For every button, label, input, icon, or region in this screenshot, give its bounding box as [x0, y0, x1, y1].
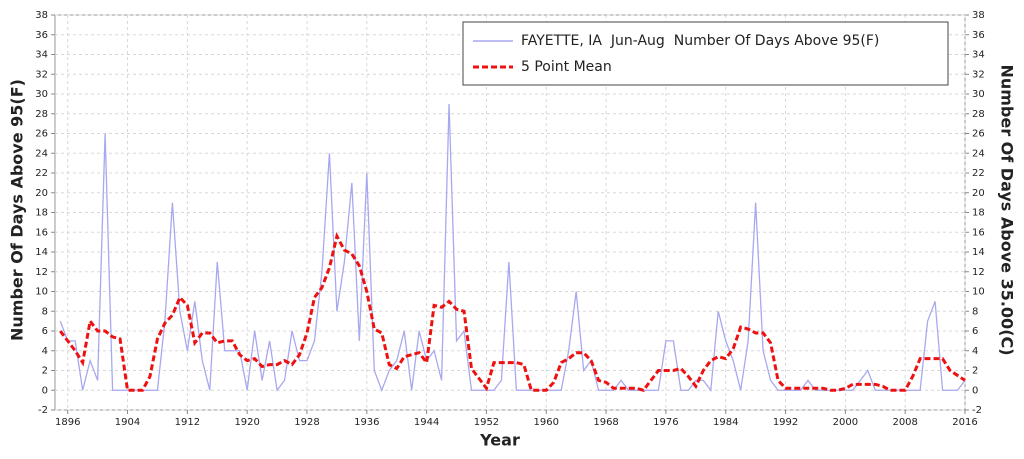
y-tick-label: 2	[42, 366, 48, 377]
y2-tick-label: 26	[972, 129, 985, 140]
y2-tick-label: 12	[972, 267, 985, 278]
x-tick-label: 2016	[952, 417, 977, 428]
y-tick-label: 22	[35, 168, 48, 179]
y2-tick-label: 8	[972, 306, 978, 317]
x-tick-label: 1928	[294, 417, 319, 428]
y-tick-label: 34	[35, 50, 48, 61]
y2-tick-label: 32	[972, 69, 985, 80]
x-tick-label: 2008	[892, 417, 917, 428]
y-tick-label: 24	[35, 148, 48, 159]
x-tick-label: 1920	[234, 417, 259, 428]
y2-tick-label: 18	[972, 208, 985, 219]
x-tick-label: 1936	[354, 417, 379, 428]
x-tick-label: 1912	[175, 417, 200, 428]
y2-tick-label: 30	[972, 89, 985, 100]
x-tick-label: 1968	[593, 417, 618, 428]
y-tick-label: 30	[35, 89, 48, 100]
y-tick-label: 0	[42, 385, 48, 396]
y2-tick-label: 22	[972, 168, 985, 179]
legend-box	[462, 21, 949, 86]
y-tick-label: 16	[35, 227, 48, 238]
y-tick-label: 18	[35, 208, 48, 219]
x-tick-label: 1904	[115, 417, 140, 428]
y2-tick-label: 36	[972, 30, 985, 41]
x-axis-title: Year	[479, 431, 520, 450]
y-tick-label: -2	[38, 405, 48, 416]
y-tick-label: 38	[35, 10, 48, 21]
y-tick-label: 12	[35, 267, 48, 278]
y2-tick-label: 34	[972, 50, 985, 61]
y-tick-label: 8	[42, 306, 48, 317]
y2-tick-label: 38	[972, 10, 985, 21]
x-tick-label: 1984	[713, 417, 738, 428]
y2-tick-label: 10	[972, 287, 985, 298]
x-tick-label: 1952	[474, 417, 499, 428]
y2-tick-label: 24	[972, 148, 985, 159]
y-tick-label: 20	[35, 188, 48, 199]
y-tick-label: 28	[35, 109, 48, 120]
y-tick-label: 14	[35, 247, 48, 258]
x-tick-label: 1960	[534, 417, 559, 428]
y2-tick-label: 28	[972, 109, 985, 120]
y2-tick-label: -2	[972, 405, 982, 416]
series-line	[59, 232, 966, 392]
y2-tick-label: 20	[972, 188, 985, 199]
y-tick-label: 6	[42, 326, 48, 337]
y-tick-label: 26	[35, 129, 48, 140]
y2-tick-label: 4	[972, 346, 978, 357]
y2-tick-label: 0	[972, 385, 978, 396]
y-tick-label: 36	[35, 30, 48, 41]
legend-label: FAYETTE, IA Jun-Aug Number Of Days Above…	[521, 33, 879, 49]
y2-tick-label: 16	[972, 227, 985, 238]
x-tick-label: 1896	[55, 417, 80, 428]
y2-tick-label: 6	[972, 326, 978, 337]
legend-label: 5 Point Mean	[521, 59, 612, 75]
x-tick-label: 2000	[833, 417, 858, 428]
y2-tick-label: 14	[972, 247, 985, 258]
x-tick-label: 1992	[773, 417, 798, 428]
y-tick-label: 32	[35, 69, 48, 80]
y2-axis-title: Number Of Days Above 35.00(C)	[998, 64, 1017, 355]
x-tick-label: 1944	[414, 417, 439, 428]
y2-tick-label: 2	[972, 366, 978, 377]
y-axis-title: Number Of Days Above 95(F)	[8, 79, 27, 341]
y-tick-label: 10	[35, 287, 48, 298]
x-tick-label: 1976	[653, 417, 678, 428]
y-tick-label: 4	[42, 346, 48, 357]
